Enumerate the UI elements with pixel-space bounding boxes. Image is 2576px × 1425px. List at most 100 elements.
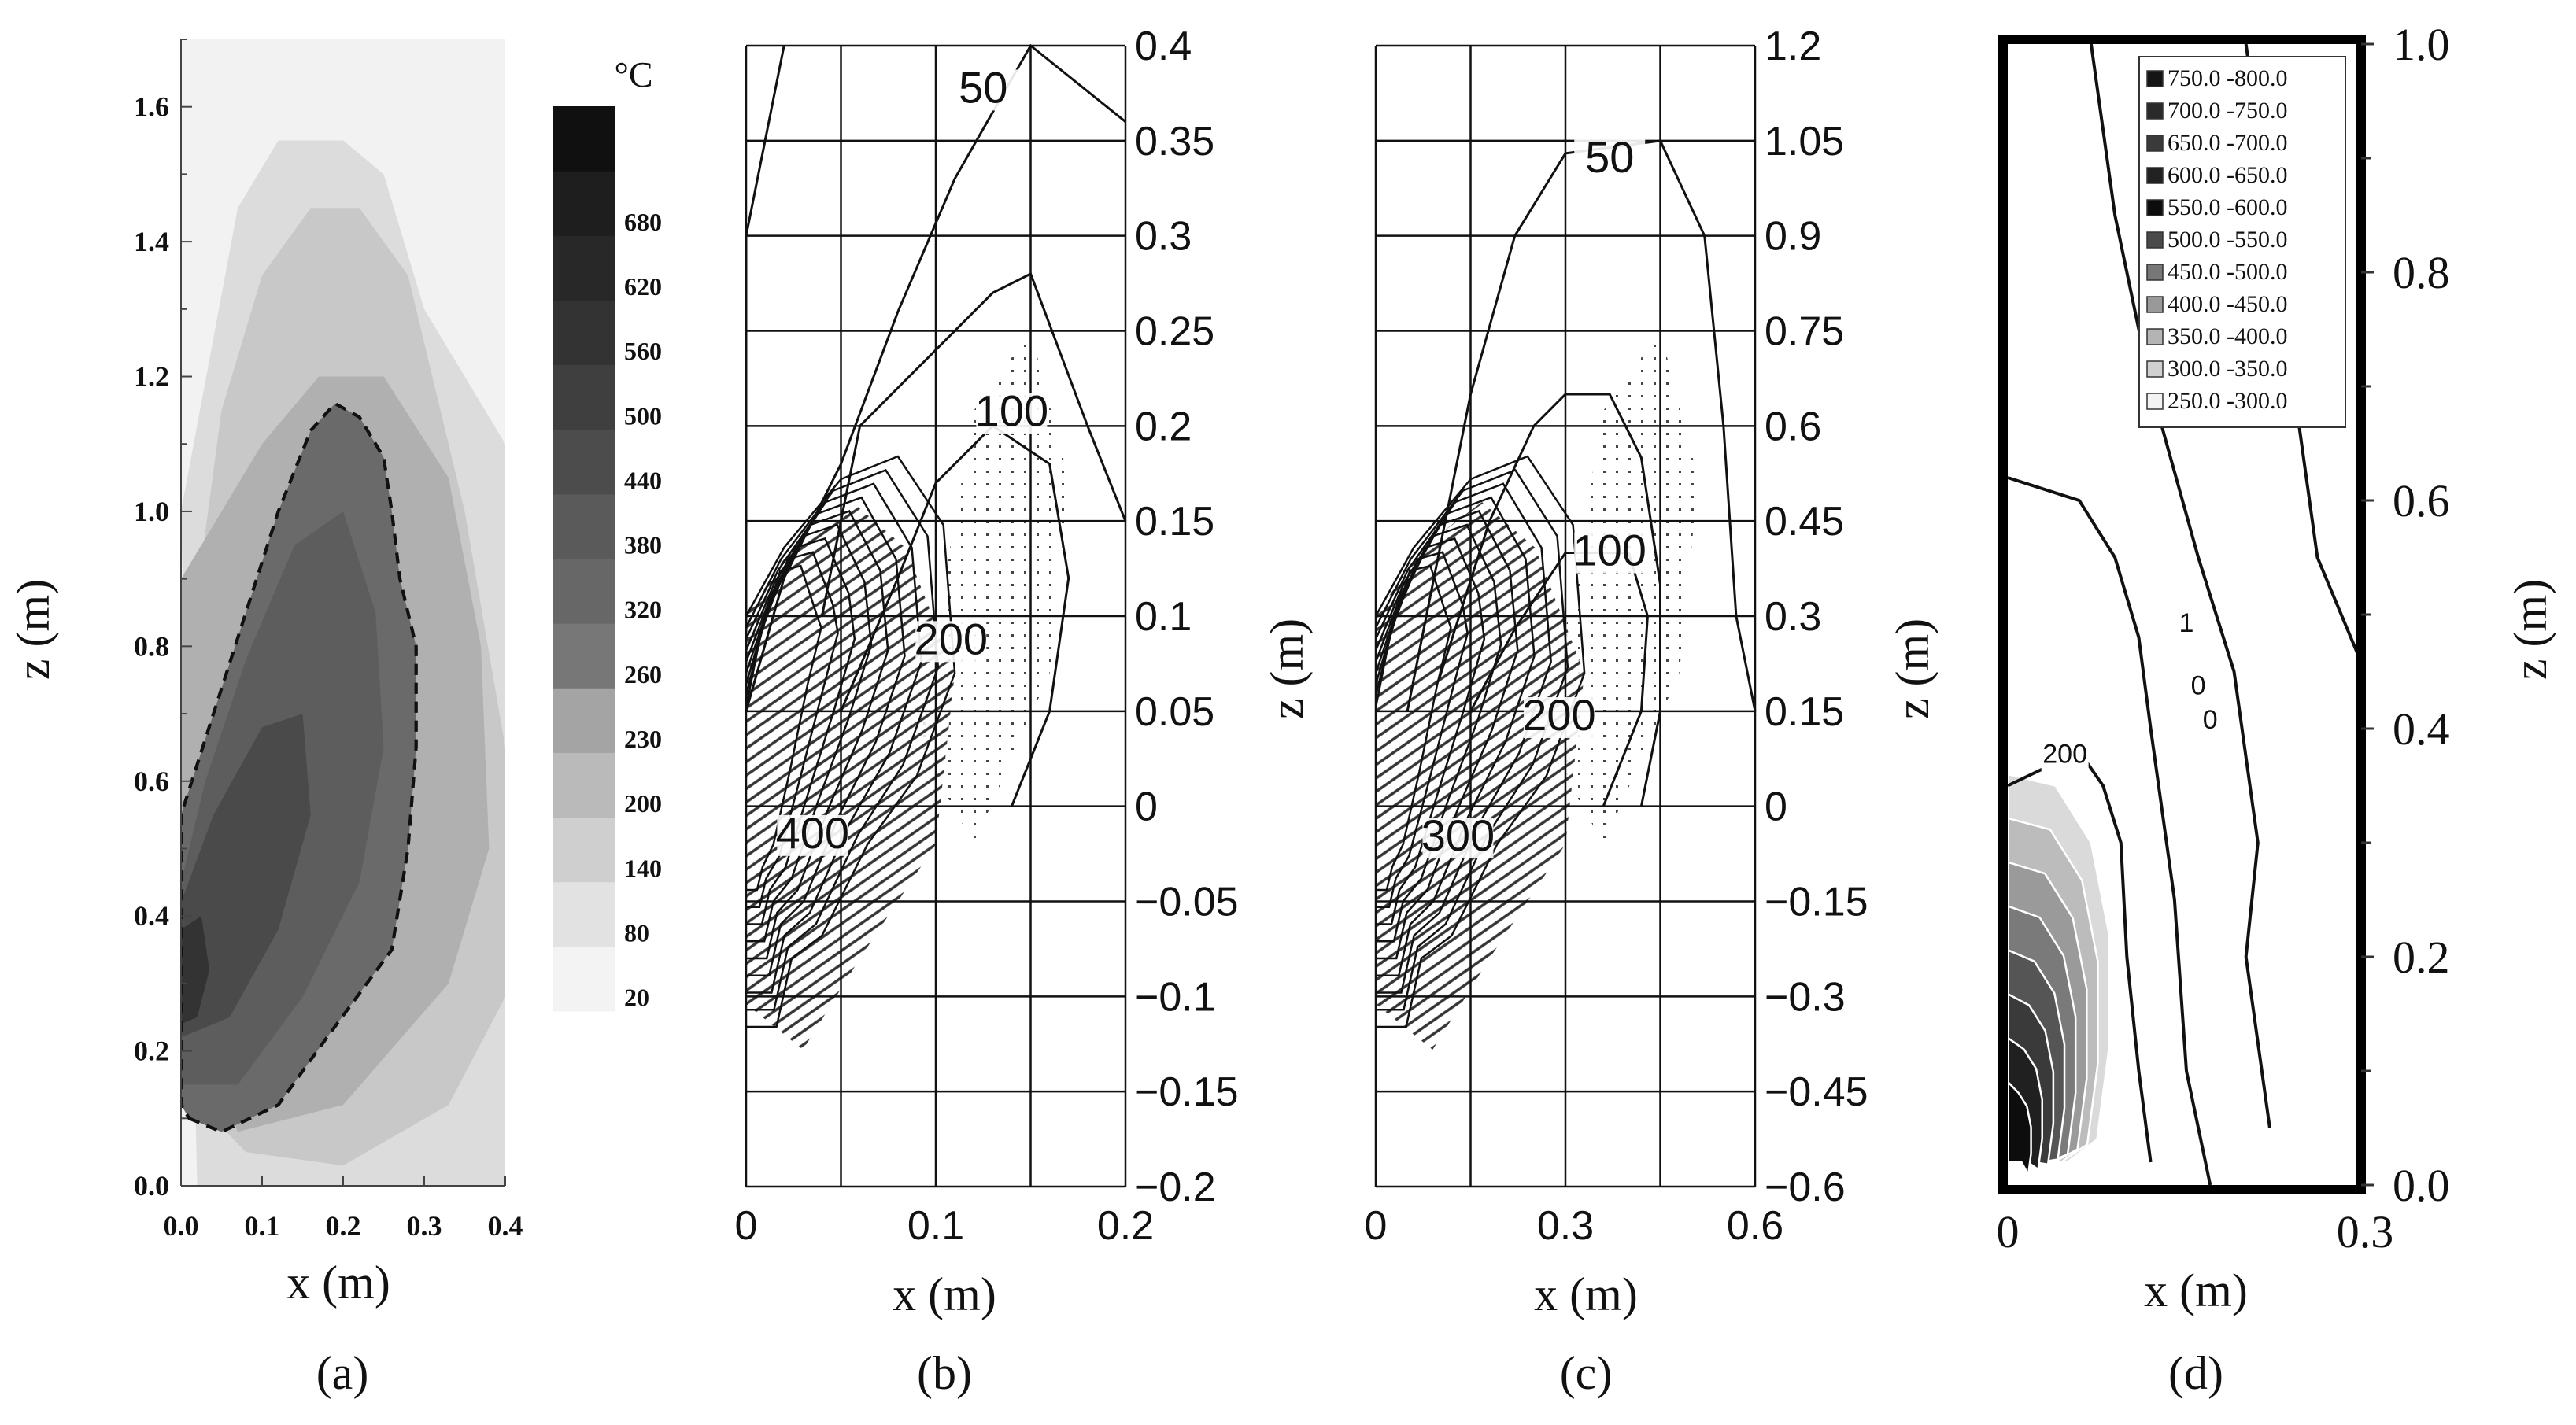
panel-a-colorbar-label: 320 xyxy=(624,596,662,624)
panel-d-legend-label: 400.0 -450.0 xyxy=(2168,291,2288,317)
panel-d-filled-level xyxy=(2006,1079,2032,1178)
panel-b-ytick-label: −0.1 xyxy=(1135,974,1216,1020)
panel-a-colorbar-label: 200 xyxy=(624,789,662,818)
panel-c-ytick-label: −0.45 xyxy=(1765,1069,1868,1115)
panel-label-b: (b) xyxy=(917,1347,972,1399)
panel-d-contour-label-bg xyxy=(2041,739,2089,771)
panel-d-legend-label: 250.0 -300.0 xyxy=(2168,388,2288,414)
panel-a-colorbar-label: 260 xyxy=(624,660,662,689)
panel-c-ytick-label: 0.45 xyxy=(1765,499,1844,545)
panel-a: 0.0 0.1 0.2 0.3 0.4 0.0 0.2 0.4 0.6 0.8 1.0 1.2 1.4 1… xyxy=(7,39,662,1309)
panel-c-inner-contour xyxy=(1374,564,1452,892)
panel-a-colorbar-label: 680 xyxy=(624,208,662,236)
panel-a-xtick-label: 0.3 xyxy=(407,1210,442,1242)
panel-c-contours: 50 100 200 300 xyxy=(1374,44,1757,1188)
panel-c-ytick-label: 1.2 xyxy=(1765,24,1821,69)
panel-a-colorbar-segment xyxy=(553,817,615,883)
panel-a-ytick-label: 0.8 xyxy=(134,630,169,662)
panel-c: 50 100 200 300 1.2 1.05 0.9 0.75 0.6 0.45 0.3 0.15… xyxy=(1365,24,1938,1320)
panel-d-ticks: 0.0 0.2 0.4 0.6 0.8 1.0 0 0.3 xyxy=(1997,19,2450,1257)
panel-c-contour-label: 100 xyxy=(1573,526,1646,575)
panel-c-contour-label-bg xyxy=(1422,818,1494,859)
panel-a-xtick-label: 0.2 xyxy=(326,1210,361,1242)
panel-b-ytick-label: −0.2 xyxy=(1135,1165,1216,1210)
panel-d-legend-label: 650.0 -700.0 xyxy=(2168,130,2288,156)
panel-c-contour-label-bg xyxy=(1523,697,1595,738)
panel-a-ytick-label: 1.2 xyxy=(134,361,169,393)
panel-a-colorbar-label: 230 xyxy=(624,725,662,753)
panel-d-contour-label-bg xyxy=(2186,705,2234,736)
panel-b-contour-label: 200 xyxy=(915,614,988,663)
panel-d-legend-box xyxy=(2138,56,2346,428)
panel-d-xlabel: x (m) xyxy=(2144,1264,2248,1316)
panel-c-contour-label-bg xyxy=(1574,532,1646,574)
panel-b-contour-label: 100 xyxy=(975,386,1048,435)
panel-d-contour-label-bg xyxy=(2163,607,2210,640)
panel-d-legend-swatch xyxy=(2146,199,2164,216)
panel-d-ytick-label: 1.0 xyxy=(2393,19,2450,70)
panel-a-colorbar-segment xyxy=(553,752,615,818)
panel-b-xlabel: x (m) xyxy=(893,1268,996,1320)
panel-b-ytick-label: 0.2 xyxy=(1135,404,1192,449)
panel-b-ytick-label: 0.35 xyxy=(1135,119,1214,164)
panel-c-xtick-label: 0 xyxy=(1365,1203,1388,1249)
panel-a-ytick-label: 0.2 xyxy=(134,1036,169,1067)
panel-d-xtick-label: 0.3 xyxy=(2337,1206,2394,1257)
panel-a-ytick-label: 1.0 xyxy=(134,496,169,527)
panel-b-ytick-label: 0.3 xyxy=(1135,214,1192,260)
panel-a-contour-440 xyxy=(181,714,311,1038)
panel-b-xtick-label: 0 xyxy=(735,1203,758,1249)
panel-c-ytick-label: −0.15 xyxy=(1765,880,1868,925)
panel-d-ytick-label: 0.4 xyxy=(2393,703,2450,755)
panel-a-colorbar-segment xyxy=(553,106,615,172)
panel-d-legend-swatch xyxy=(2146,102,2164,120)
panel-b-xtick-label: 0.1 xyxy=(907,1203,964,1249)
panel-d-legend-swatch xyxy=(2146,393,2164,410)
panel-b-ylabel: z (m) xyxy=(1261,618,1313,719)
panel-d-legend-label: 300.0 -350.0 xyxy=(2168,356,2288,382)
panel-b-ytick-label: 0 xyxy=(1135,784,1158,830)
panel-b-ytick-label: 0.15 xyxy=(1135,499,1214,545)
panel-d-ytick-label: 0.8 xyxy=(2393,247,2450,298)
panel-d-legend-label: 600.0 -650.0 xyxy=(2168,162,2288,188)
panel-b-ytick-label: 0.4 xyxy=(1135,24,1192,69)
panel-c-contour-label: 300 xyxy=(1421,810,1495,860)
panel-c-ytick-label: 0.75 xyxy=(1765,309,1844,355)
panel-label-d: (d) xyxy=(2168,1347,2223,1399)
panel-a-colorbar-label: 140 xyxy=(624,854,662,882)
panel-c-xtick-label: 0.3 xyxy=(1537,1203,1594,1249)
panel-d-legend: 750.0 -800.0 700.0 -750.0 650.0 -700.0 600.… xyxy=(2138,56,2346,428)
panel-c-contour-label: 200 xyxy=(1522,690,1595,740)
panel-b-contour-label-bg xyxy=(777,814,848,856)
panel-c-ytick-label: 0.3 xyxy=(1765,594,1821,640)
panel-b-contour-label-bg xyxy=(976,393,1048,434)
panel-a-xlabel: x (m) xyxy=(286,1257,390,1309)
panel-d-legend-swatch xyxy=(2146,328,2164,345)
panel-a-colorbar-label: 560 xyxy=(624,337,662,365)
panel-d-legend-label: 350.0 -400.0 xyxy=(2168,323,2288,349)
panel-a-colorbar-segment xyxy=(553,493,615,559)
panel-a-colorbar-segment xyxy=(553,300,615,366)
panel-c-xtick-label: 0.6 xyxy=(1727,1203,1783,1249)
panel-a-colorbar-segment xyxy=(553,559,615,624)
panel-c-contour-label-bg xyxy=(1574,139,1646,181)
panel-d-contour-label: 0 xyxy=(2203,705,2218,735)
panel-a-ticks: 0.0 0.1 0.2 0.3 0.4 0.0 0.2 0.4 0.6 0.8 1.0 1.2 1.4 1… xyxy=(134,39,523,1242)
panel-d-legend-swatch xyxy=(2146,360,2164,378)
panel-a-xtick-label: 0.1 xyxy=(245,1210,280,1242)
panel-d-contours: 200 1 0 0 xyxy=(2006,43,2361,1186)
panel-d-ytick-label: 0.0 xyxy=(2393,1160,2450,1211)
panel-b-ytick-label: −0.05 xyxy=(1135,880,1239,925)
panel-c-ticks: 1.2 1.05 0.9 0.75 0.6 0.45 0.3 0.15 0 −0.15 −0.3 −0… xyxy=(1365,24,1868,1249)
panel-b-inner-contour xyxy=(745,564,822,892)
panel-a-xtick-label: 0.0 xyxy=(164,1210,199,1242)
panel-a-contours xyxy=(181,140,505,1186)
panel-d-legend-swatch xyxy=(2146,296,2164,313)
panel-a-colorbar-label: 380 xyxy=(624,531,662,559)
panel-b-contour-label-bg xyxy=(948,69,1019,111)
panel-d-contour-label: 1 xyxy=(2179,608,2194,638)
panel-d-legend-label: 750.0 -800.0 xyxy=(2168,65,2288,91)
panel-b-contours: 50 100 200 400 xyxy=(745,43,1127,1188)
panel-b-xtick-label: 0.2 xyxy=(1097,1203,1154,1249)
